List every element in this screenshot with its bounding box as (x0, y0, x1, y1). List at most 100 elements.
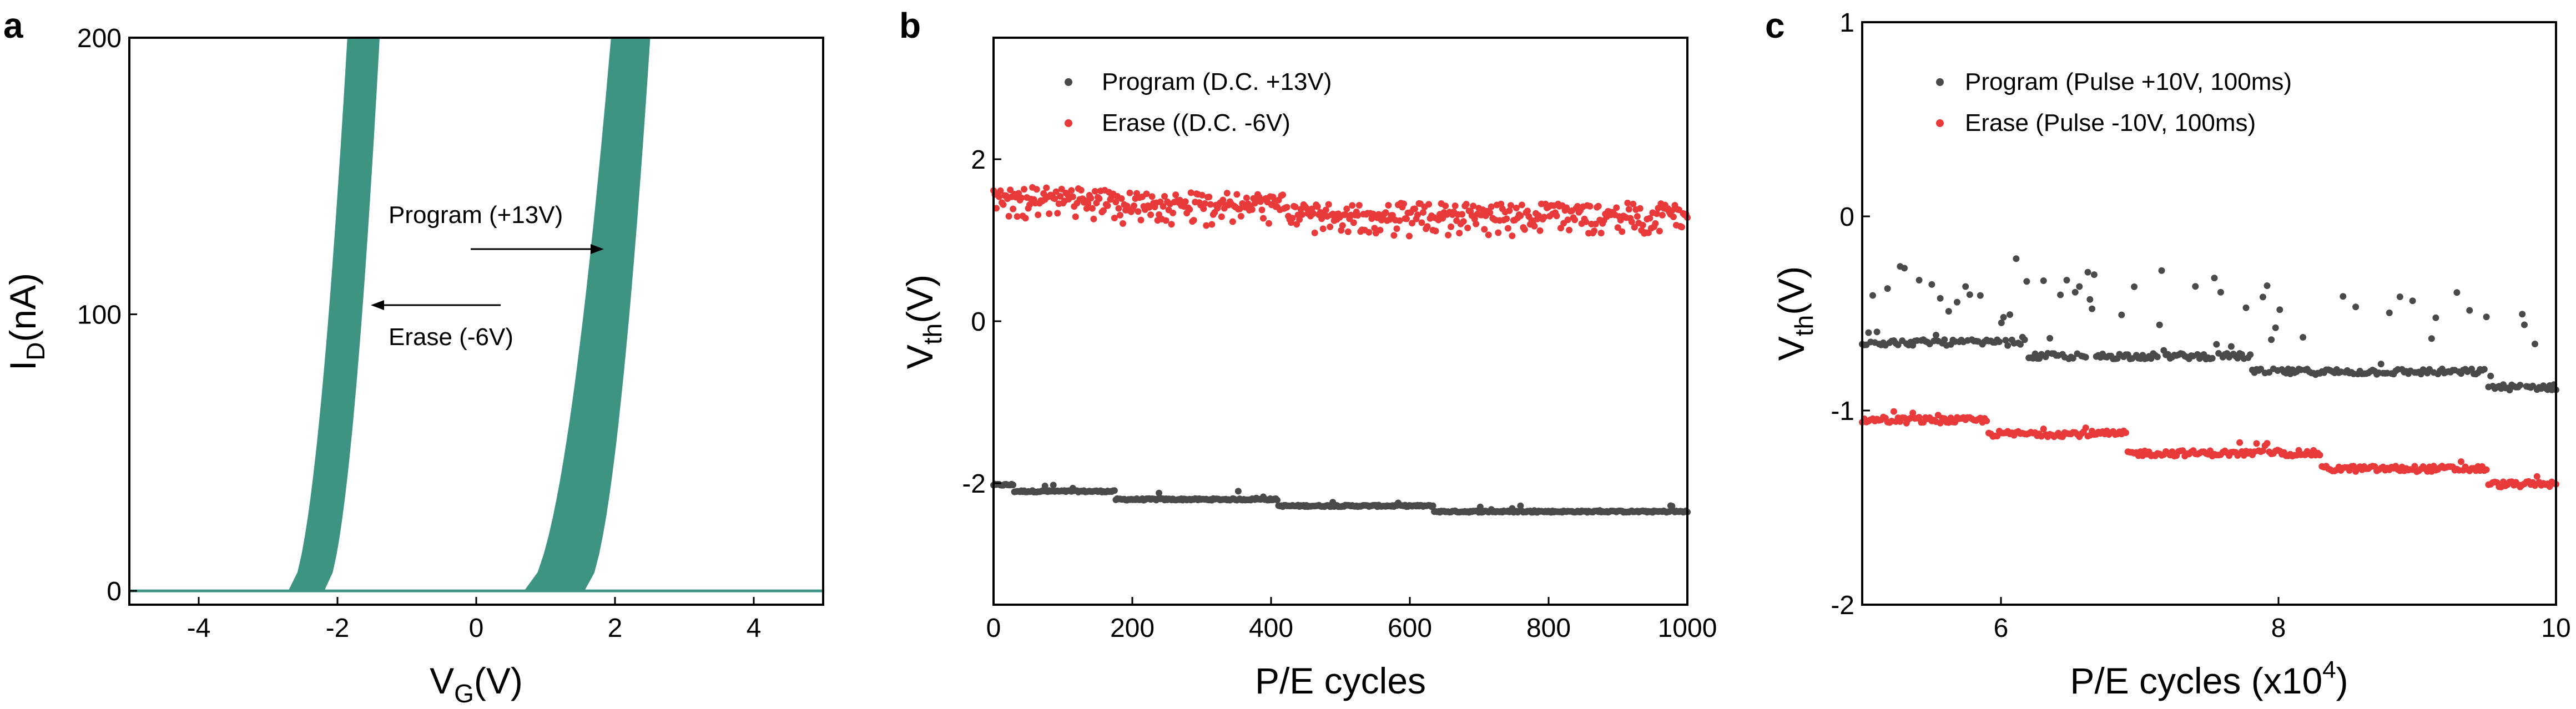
panel-b-point (1000, 201, 1007, 208)
panel-b-point (1652, 220, 1659, 227)
panel-b-xlabel: P/E cycles (1255, 660, 1426, 701)
panel-b-point (1207, 201, 1214, 208)
panel-b-point (1418, 219, 1425, 226)
panel-c-point (2192, 283, 2199, 290)
annot-program-arrowhead (591, 244, 604, 254)
panel-b-point (1126, 189, 1133, 196)
panel-c-point (2409, 297, 2416, 305)
panel-b-point (1206, 194, 1213, 200)
panel-c-point (2428, 335, 2435, 342)
panel-b-point (1411, 205, 1418, 212)
panel-c-point (2432, 314, 2439, 321)
panel-b-point (1319, 225, 1327, 232)
panel-b-point (1513, 204, 1520, 211)
panel-b-point (1203, 222, 1210, 229)
panel-c-point (1977, 292, 1984, 299)
panel-b-point (1509, 232, 1516, 240)
panel-c-point (2386, 309, 2393, 316)
panel-b-point (1557, 225, 1564, 232)
panel-b-point (1310, 210, 1317, 217)
panel-b-point (1088, 205, 1096, 212)
panel-b-xtick-label: 200 (1110, 614, 1155, 643)
panel-b-point (1219, 196, 1227, 204)
panel-b-point (1625, 206, 1632, 213)
panel-c-point (2017, 341, 2024, 348)
panel-c-ytick-label: 1 (1839, 8, 1854, 38)
panel-c-point (2040, 426, 2047, 433)
panel-b-point (1524, 207, 1531, 215)
band-erase-state (288, 37, 380, 592)
panel-c-point (2264, 440, 2271, 447)
panel-c-point (1865, 329, 1872, 336)
panel-b-point (1553, 212, 1560, 220)
panel-c-point (2013, 255, 2020, 262)
panel-c-point (2272, 324, 2279, 331)
panel-c-point (2209, 354, 2216, 362)
panel-b-point (1424, 223, 1431, 230)
panel-b-letter: b (899, 6, 921, 45)
panel-c-point (2007, 311, 2013, 318)
annot-program: Program (+13V) (389, 201, 563, 229)
panel-b-xtick-label: 1000 (1658, 614, 1717, 643)
panel-c-point (1966, 291, 1973, 298)
panel-b-point (1077, 186, 1085, 194)
panel-b-frame (992, 37, 1688, 606)
panel-c-point (1941, 336, 1948, 343)
panel-c-point (2352, 303, 2360, 311)
panel-c-point (2533, 473, 2540, 480)
panel-b-point (1160, 203, 1167, 210)
panel-b-point (1628, 218, 1635, 225)
panel-b-point (1517, 502, 1524, 509)
panel-b-point (1582, 218, 1590, 225)
panel-b-point (1182, 198, 1189, 205)
panel-b-point (1072, 213, 1079, 220)
panel-c-point (2517, 382, 2524, 389)
panel-c-point (2466, 307, 2473, 314)
band-program-state (523, 37, 651, 592)
panel-b-point (1327, 223, 1334, 230)
panel-c-point (2118, 311, 2125, 318)
panel-c-ytick-label: -1 (1831, 397, 1854, 426)
panel-b-point (1460, 218, 1467, 225)
panel-c-point (2257, 366, 2265, 373)
panel-b-point (1274, 497, 1281, 504)
panel-b-point (1115, 205, 1122, 212)
panel-b-point (1668, 207, 1676, 214)
panel-c-point (2069, 354, 2076, 362)
panel-b-point (1022, 215, 1029, 222)
panel-b-point (1299, 211, 1306, 218)
panel-b-point (1613, 204, 1620, 211)
panel-a-xtick-label: 0 (469, 614, 484, 643)
panel-b-point (1243, 194, 1250, 201)
panel-c-point (2082, 424, 2089, 432)
panel-b-point (1448, 223, 1455, 230)
panel-b-point (1162, 217, 1169, 224)
panel-c-point (2458, 458, 2464, 465)
panel-b-point (1112, 199, 1120, 206)
panel-b-point (1147, 211, 1155, 219)
panel-b-point (1104, 202, 1111, 209)
panel-c-point (1933, 332, 1939, 338)
panel-b-point (1495, 229, 1502, 236)
panel-b-point (1041, 482, 1048, 489)
panel-c-point (1915, 277, 1923, 283)
panel-c-point (2023, 278, 2030, 285)
panel-b-point (1442, 202, 1449, 210)
panel-c-point (2268, 336, 2275, 343)
panel-b-point (1339, 222, 1346, 229)
panel-c-point (2215, 350, 2222, 357)
panel-a-xtick-label: -2 (326, 614, 350, 643)
panel-c-point (2377, 361, 2385, 368)
panel-b-point (1476, 503, 1484, 510)
panel-c-point (2084, 269, 2091, 276)
panel-c-point (1983, 417, 1990, 424)
panel-b-point (1026, 201, 1034, 208)
panel-b-point (1541, 214, 1547, 221)
panel-b-point (1021, 186, 1028, 193)
panel-a-xtick-label: -4 (187, 614, 211, 643)
panel-c-point (2253, 440, 2260, 447)
panel-b-point (1350, 219, 1357, 226)
panel-c-plot (1859, 255, 2559, 490)
panel-b-point (1201, 200, 1208, 207)
panel-c-point (2264, 282, 2271, 289)
